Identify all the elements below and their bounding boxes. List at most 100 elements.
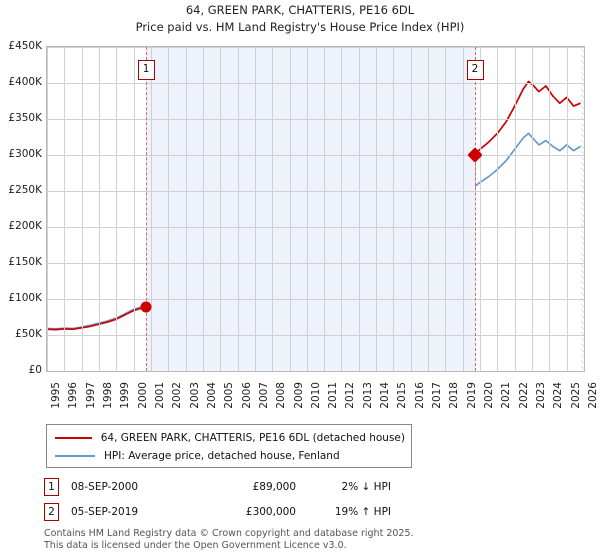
gridline-horizontal [47, 299, 584, 300]
x-tick-label: 2020 [483, 382, 496, 409]
x-axis-labels: 1995 1996 1997 1998 1999 2000 2001 2002 2003 2004… [0, 382, 600, 422]
chart-area: £0 £50K £100K £150K £200K £250K £300K £350K £400… [0, 40, 600, 380]
x-tick-label: 2014 [379, 382, 392, 409]
x-tick-label: 2019 [465, 382, 478, 409]
gridline-vertical [133, 47, 135, 371]
x-tick-label: 2013 [361, 382, 374, 409]
gridline-vertical [480, 47, 482, 371]
gridline-horizontal [47, 371, 584, 372]
event-vline [145, 47, 147, 371]
x-tick-label: 1995 [50, 382, 62, 409]
gridline-horizontal [47, 119, 584, 120]
x-tick-label: 2025 [569, 382, 582, 409]
footer-line-2: This data is licensed under the Open Gov… [44, 539, 347, 551]
gridline-vertical [254, 47, 256, 371]
x-tick-label: 2002 [171, 382, 184, 409]
event-price: £89,000 [252, 480, 296, 493]
legend-label-hpi: HPI: Average price, detached house, Fenl… [104, 450, 340, 462]
gridline-vertical [324, 47, 326, 371]
event-hpi-delta: 19% ↑ HPI [334, 505, 391, 518]
y-tick-label: £100K [8, 292, 42, 304]
x-tick-label: 2016 [413, 382, 426, 409]
legend-swatch-price-paid [55, 437, 92, 439]
gridline-vertical [410, 47, 412, 371]
gridline-vertical [376, 47, 378, 371]
title-line-1: 64, GREEN PARK, CHATTERIS, PE16 6DL [185, 3, 415, 17]
x-tick-label: 2005 [223, 382, 236, 409]
gridline-horizontal [47, 155, 584, 156]
x-tick-label: 2026 [587, 382, 599, 409]
gridline-vertical [393, 47, 395, 371]
x-tick-label: 2010 [309, 382, 322, 409]
gridline-vertical [272, 47, 274, 371]
legend-label-price-paid: 64, GREEN PARK, CHATTERIS, PE16 6DL (det… [100, 432, 405, 444]
x-tick-label: 2015 [396, 382, 409, 409]
gridline-vertical [81, 47, 83, 371]
y-tick-label: £400K [8, 76, 42, 88]
event-hpi-delta: 2% ↓ HPI [341, 480, 391, 493]
x-tick-label: 2018 [448, 382, 461, 409]
x-tick-label: 2017 [431, 382, 444, 409]
y-tick-label: £150K [8, 256, 42, 268]
table-row: 1 08-SEP-2000 £89,000 2% ↓ HPI [44, 474, 444, 499]
x-tick-label: 2024 [552, 382, 565, 409]
x-tick-label: 2004 [205, 382, 218, 409]
x-tick-label: 2012 [344, 382, 357, 409]
y-tick-label: £450K [8, 40, 42, 52]
footer-line-1: Contains HM Land Registry data © Crown c… [44, 528, 414, 539]
gridline-horizontal [47, 263, 584, 264]
gridline-vertical [306, 47, 308, 371]
x-tick-label: 2021 [500, 382, 513, 409]
event-badge: 1 [44, 477, 59, 496]
footer-attribution: Contains HM Land Registry data © Crown c… [44, 528, 584, 551]
gridline-horizontal [47, 83, 584, 84]
gridline-vertical [462, 47, 464, 371]
y-axis-labels: £0 £50K £100K £150K £200K £250K £300K £350K £400… [0, 40, 600, 380]
gridline-vertical [64, 47, 66, 371]
x-tick-label: 2009 [292, 382, 305, 409]
x-tick-label: 2000 [136, 382, 149, 409]
x-tick-label: 1998 [101, 382, 114, 409]
gridline-vertical [116, 47, 118, 371]
chart-legend: 64, GREEN PARK, CHATTERIS, PE16 6DL (det… [46, 424, 412, 468]
plot-canvas [46, 46, 585, 372]
gridline-vertical [358, 47, 360, 371]
gridline-vertical [150, 47, 152, 371]
x-tick-label: 2006 [240, 382, 253, 409]
event-date: 08-SEP-2000 [71, 480, 139, 493]
gridline-horizontal [47, 227, 584, 228]
x-tick-label: 2022 [517, 382, 530, 409]
future-projection-hatch [580, 47, 584, 371]
gridline-vertical [98, 47, 100, 371]
event-price: £300,000 [245, 505, 296, 518]
gridline-vertical [532, 47, 534, 371]
event-badge: 2 [44, 502, 59, 521]
x-tick-label: 2023 [535, 382, 548, 409]
y-tick-label: £50K [15, 328, 42, 340]
x-tick-label: 2001 [153, 382, 166, 409]
gridline-vertical [549, 47, 551, 371]
gridline-vertical [584, 47, 585, 371]
gridline-vertical [445, 47, 447, 371]
gridline-vertical [185, 47, 187, 371]
gridline-vertical [220, 47, 222, 371]
event-number-box: 2 [466, 60, 484, 80]
gridline-vertical [341, 47, 343, 371]
y-tick-label: £0 [28, 364, 42, 376]
legend-swatch-hpi [55, 455, 95, 457]
gridline-vertical [202, 47, 204, 371]
x-tick-label: 2011 [327, 382, 340, 409]
gridline-horizontal [47, 191, 584, 192]
gridline-vertical [497, 47, 499, 371]
x-tick-label: 1996 [67, 382, 80, 409]
table-row: 2 05-SEP-2019 £300,000 19% ↑ HPI [44, 499, 444, 524]
title-line-2: Price paid vs. HM Land Registry's House … [135, 20, 465, 34]
gridline-horizontal [47, 335, 584, 336]
legend-item: 64, GREEN PARK, CHATTERIS, PE16 6DL (det… [53, 429, 405, 447]
gridline-vertical [168, 47, 170, 371]
y-tick-label: £250K [8, 184, 42, 196]
event-table: 1 08-SEP-2000 £89,000 2% ↓ HPI 2 05-SEP-… [44, 474, 444, 524]
gridline-vertical [514, 47, 516, 371]
event-vline [474, 47, 476, 371]
sale-point-marker [140, 301, 152, 313]
